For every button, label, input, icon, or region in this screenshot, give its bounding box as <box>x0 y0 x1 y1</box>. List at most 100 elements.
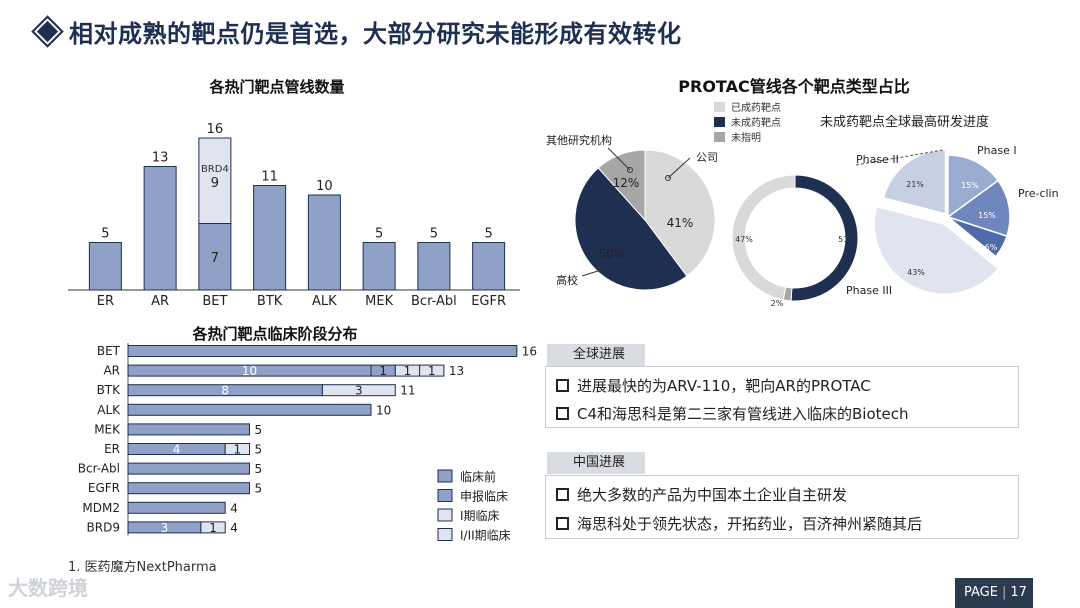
data-label: 5 <box>255 443 263 457</box>
chart-title: 各热门靶点临床阶段分布 <box>191 325 357 343</box>
segment-label: 8 <box>221 384 229 398</box>
global-progress-tag: 全球进展 <box>547 344 645 366</box>
slice-label: Phase I <box>977 144 1017 157</box>
bar-segment <box>198 223 232 291</box>
bar-segment <box>127 501 226 514</box>
bar-segment <box>127 345 518 357</box>
checkbox-square-icon <box>556 517 569 530</box>
leader-line <box>667 157 691 179</box>
legend-swatch <box>437 528 453 541</box>
checkbox-square-icon <box>556 488 569 501</box>
legend-swatch <box>714 102 725 112</box>
legend-label: I/II期临床 <box>460 529 511 543</box>
legend-label: 未指明 <box>731 131 761 144</box>
bar <box>472 242 506 291</box>
legend-label: 申报临床 <box>460 489 508 504</box>
leader-line <box>607 147 631 171</box>
slice-value: 41% <box>667 216 694 230</box>
segment-label: 7 <box>211 251 219 266</box>
checkbox-square-icon <box>556 407 569 420</box>
data-label: 10 <box>376 403 391 417</box>
bar-segment <box>224 443 250 455</box>
segment-annotation: BRD4 <box>201 164 229 175</box>
tick-label: EGFR <box>471 294 506 309</box>
slice-value: 47% <box>735 235 753 244</box>
pie-slice <box>947 154 1000 219</box>
page-label: PAGE <box>964 585 998 600</box>
tick-label: BET <box>97 344 121 358</box>
global-item-2: C4和海思科是第二三家有管线进入临床的Biotech <box>577 405 909 423</box>
bar <box>253 185 287 291</box>
checkbox-square-icon <box>556 379 569 392</box>
segment-label: 10 <box>242 364 257 378</box>
leader-dot <box>598 267 604 273</box>
data-label: 5 <box>430 227 438 242</box>
data-label: 5 <box>375 227 383 242</box>
legend-label: 临床前 <box>460 469 496 484</box>
data-label: 5 <box>255 482 263 496</box>
data-label: 11 <box>400 384 415 398</box>
segment-label: 1 <box>404 364 412 378</box>
data-label: 4 <box>230 501 238 515</box>
tick-label: MEK <box>365 294 393 309</box>
bar <box>88 242 122 291</box>
china-progress-tag: 中国进展 <box>547 452 645 474</box>
legend-swatch <box>714 132 725 142</box>
tick-label: MEK <box>94 422 121 436</box>
data-label: 11 <box>261 170 278 185</box>
slice-label: 高校 <box>556 273 578 287</box>
data-label: 16 <box>207 122 224 137</box>
leader-dot <box>665 175 671 181</box>
leader-line <box>581 269 602 277</box>
watermark-logo: 大数跨境 <box>8 576 88 600</box>
tick-label: BTK <box>97 383 122 397</box>
segment-label: 1 <box>209 521 217 535</box>
list-item: 海思科处于领先状态，开拓药业，百济神州紧随其后 <box>556 513 922 534</box>
slice-value: 50% <box>599 247 626 261</box>
bar-segment <box>198 137 232 224</box>
tick-label: ALK <box>97 403 121 417</box>
tick-label: AR <box>103 364 120 378</box>
bar <box>143 166 177 291</box>
slice-value: 15% <box>961 181 979 190</box>
bar-segment <box>127 423 250 436</box>
segment-label: 1 <box>379 364 387 378</box>
slice-value: 43% <box>907 268 925 277</box>
tick-label: EGFR <box>88 481 120 495</box>
tick-label: BTK <box>257 294 283 309</box>
china-item-2: 海思科处于领先状态，开拓药业，百济神州紧随其后 <box>577 515 923 533</box>
legend-swatch <box>437 469 453 483</box>
diamond-icon <box>31 15 64 48</box>
data-label: 13 <box>152 151 169 166</box>
chart-title: 未成药靶点全球最高研发进度 <box>820 114 989 130</box>
pie-slice <box>946 179 1011 238</box>
tick-label: BRD9 <box>87 520 120 534</box>
china-progress-box: 绝大多数的产品为中国本土企业自主研发 海思科处于领先状态，开拓药业，百济神州紧随… <box>545 475 1019 539</box>
tick-label: BET <box>202 294 227 309</box>
bar-segment <box>127 403 372 416</box>
pie-slice <box>644 149 716 277</box>
leader-dot <box>627 167 633 173</box>
list-item: 进展最快的为ARV-110，靶向AR的PROTAC <box>556 375 871 396</box>
legend-label: 未成药靶点 <box>731 116 781 129</box>
bar-segment <box>127 462 250 475</box>
list-item: C4和海思科是第二三家有管线进入临床的Biotech <box>556 403 909 424</box>
chart-title: 各热门靶点管线数量 <box>208 78 344 96</box>
pie-slice <box>947 216 1008 258</box>
source-footnote: 1. 医药魔方NextPharma <box>68 560 217 575</box>
pie-slice <box>574 167 688 291</box>
page-title: 相对成熟的靶点仍是首选，大部分研究未能形成有效转化 <box>31 14 682 49</box>
slice-value: 15% <box>978 211 996 220</box>
slice-label: Phase II <box>856 153 899 166</box>
segment-label: 1 <box>234 443 242 457</box>
segment-label: 3 <box>161 521 169 535</box>
segment-label: 3 <box>355 384 363 398</box>
chart-title: PROTAC管线各个靶点类型占比 <box>678 77 909 96</box>
tick-label: ER <box>97 294 114 309</box>
global-item-1: 进展最快的为ARV-110，靶向AR的PROTAC <box>577 377 871 395</box>
donut-slice <box>731 174 796 301</box>
pie-slice <box>873 205 1000 295</box>
